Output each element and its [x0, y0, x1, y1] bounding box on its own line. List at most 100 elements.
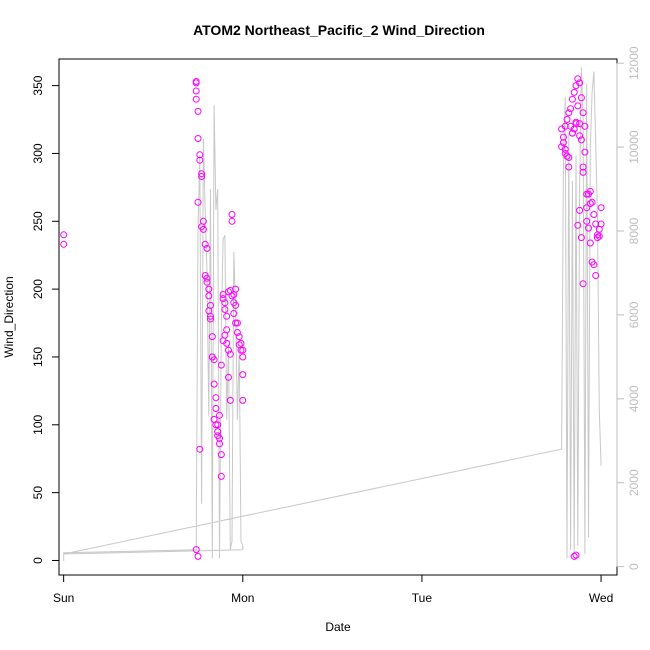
- data-point: [212, 405, 220, 412]
- data-point: [216, 440, 223, 448]
- data-point: [203, 244, 211, 252]
- data-point: [572, 551, 580, 559]
- data-point: [579, 163, 587, 171]
- data-point: [221, 306, 229, 313]
- data-point: [219, 291, 227, 298]
- y2-tick-label: 0: [627, 563, 641, 570]
- y-tick-label: 350: [31, 75, 45, 95]
- data-point: [576, 132, 584, 140]
- data-point: [194, 552, 202, 560]
- y2-tick-label: 10000: [627, 130, 641, 164]
- data-point: [232, 319, 240, 327]
- x-axis: Sun Mon Tue Wed: [53, 574, 613, 605]
- data-point: [577, 234, 585, 242]
- data-point: [576, 79, 584, 87]
- data-point: [196, 156, 204, 164]
- data-point: [217, 472, 225, 480]
- data-point: [577, 94, 585, 102]
- x-tick-label: Sun: [53, 591, 74, 605]
- y2-tick-label: 2000: [627, 469, 641, 496]
- data-point: [579, 280, 587, 288]
- data-point: [574, 102, 582, 110]
- data-point: [585, 224, 592, 232]
- data-point: [217, 361, 225, 369]
- data-point: [205, 307, 213, 315]
- data-point: [230, 310, 238, 317]
- data-point: [212, 394, 220, 402]
- data-point: [208, 353, 216, 361]
- plot-frame: [58, 58, 618, 576]
- data-point: [212, 421, 220, 429]
- data-point: [568, 95, 576, 103]
- y-tick-label: 200: [31, 279, 45, 299]
- data-point: [563, 116, 571, 123]
- data-point: [586, 239, 594, 247]
- data-point: [237, 346, 245, 354]
- data-point: [219, 295, 227, 303]
- data-point: [235, 333, 243, 341]
- data-point: [233, 329, 241, 336]
- data-point: [225, 373, 232, 381]
- data-point: [228, 292, 236, 300]
- data-point: [237, 339, 245, 347]
- data-point: [597, 204, 605, 212]
- data-point: [196, 445, 204, 453]
- data-point: [239, 371, 247, 379]
- data-point: [574, 75, 582, 83]
- data-point: [565, 109, 573, 117]
- chart-title: ATOM2 Northeast_Pacific_2 Wind_Direction: [193, 22, 485, 38]
- data-point: [194, 107, 202, 115]
- y2-tick-label: 6000: [627, 301, 641, 328]
- data-point: [561, 122, 569, 130]
- y-tick-label: 150: [31, 347, 45, 367]
- data-point: [210, 380, 218, 388]
- data-point: [226, 350, 234, 358]
- data-point: [198, 170, 206, 178]
- y-tick-label: 300: [31, 143, 45, 163]
- data-point: [583, 190, 591, 198]
- data-point: [196, 151, 204, 159]
- data-point: [199, 217, 207, 225]
- data-point: [595, 232, 603, 240]
- data-point: [597, 220, 605, 228]
- data-point: [205, 292, 213, 300]
- data-point: [559, 139, 567, 147]
- data-point: [192, 87, 200, 95]
- y2-tick-label: 12000: [627, 46, 641, 80]
- data-point: [192, 79, 200, 87]
- data-point: [583, 204, 591, 212]
- data-point: [225, 346, 232, 354]
- data-point: [590, 211, 598, 218]
- data-point: [199, 225, 207, 233]
- data-point: [570, 552, 578, 560]
- marks: [60, 67, 605, 562]
- data-point: [592, 220, 600, 228]
- data-point: [60, 240, 68, 248]
- data-point: [576, 206, 584, 214]
- data-point: [239, 353, 247, 361]
- data-point: [223, 312, 231, 320]
- data-point: [583, 217, 591, 225]
- data-point: [208, 333, 216, 341]
- y-axis-label: Wind_Direction: [2, 276, 16, 357]
- data-point: [60, 231, 68, 239]
- data-point: [192, 546, 200, 554]
- data-point: [225, 288, 232, 296]
- data-point: [576, 120, 584, 128]
- data-point: [194, 135, 202, 142]
- data-point: [581, 148, 589, 156]
- data-point: [203, 278, 211, 286]
- data-point: [192, 95, 200, 103]
- data-point: [568, 129, 576, 137]
- data-point: [590, 261, 598, 269]
- data-point: [228, 211, 236, 218]
- data-point: [594, 234, 601, 242]
- y2-tick-label: 4000: [627, 385, 641, 412]
- x-tick-label: Wed: [589, 591, 613, 605]
- x-tick-label: Mon: [231, 591, 254, 605]
- data-point: [567, 105, 575, 113]
- data-point: [201, 240, 209, 248]
- data-point: [570, 88, 578, 96]
- data-point: [561, 145, 569, 153]
- y-axis: 0 50 100 150 200 250 300 350: [31, 75, 60, 564]
